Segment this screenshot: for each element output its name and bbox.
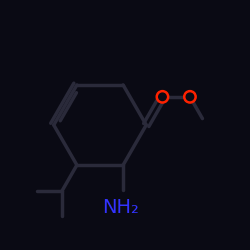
Text: NH₂: NH₂ [102, 198, 139, 216]
Circle shape [184, 90, 196, 103]
Circle shape [159, 93, 166, 100]
Circle shape [186, 93, 194, 100]
Circle shape [156, 90, 169, 103]
